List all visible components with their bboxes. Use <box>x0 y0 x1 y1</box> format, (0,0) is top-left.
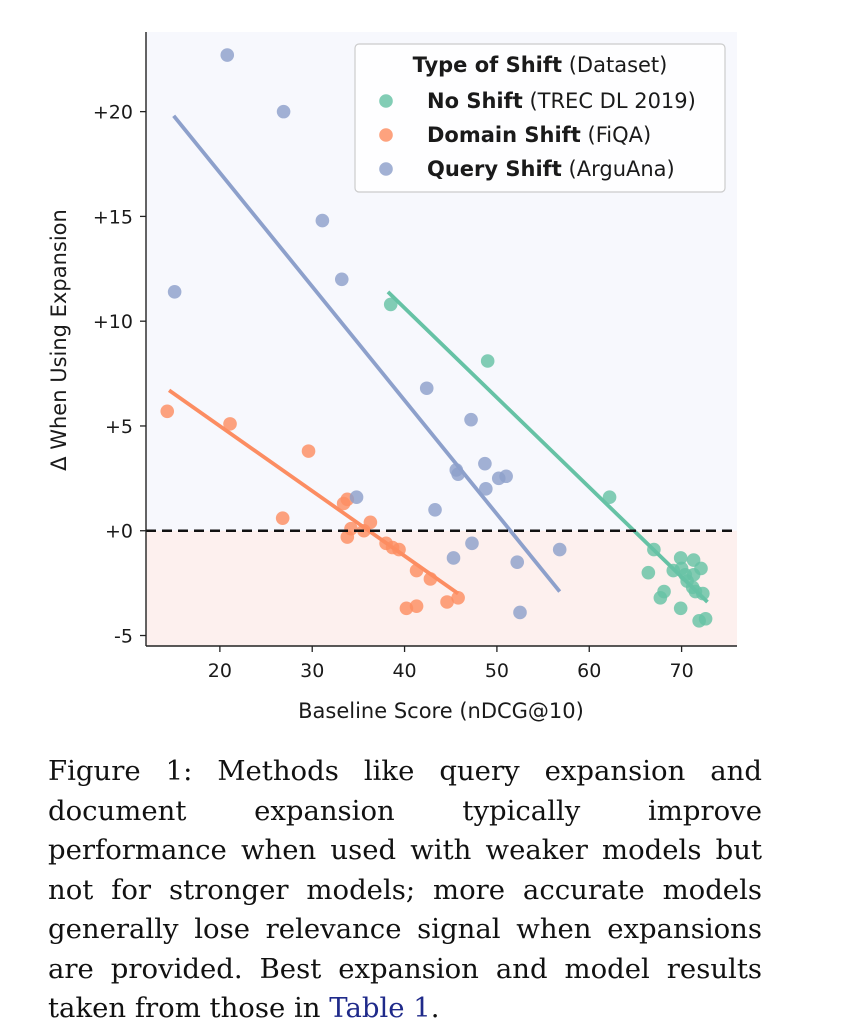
query-shift-point <box>465 536 479 551</box>
query-shift-point <box>220 48 235 62</box>
query-shift-point <box>510 555 525 569</box>
y-tick-label: -5 <box>114 626 133 648</box>
domain-shift-point <box>301 444 316 458</box>
no-shift-point <box>602 490 617 505</box>
x-tick-label: 40 <box>392 660 416 682</box>
query-shift-point <box>478 456 492 471</box>
legend-marker-no-shift <box>379 94 393 108</box>
domain-shift-point <box>409 599 424 613</box>
legend: Type of Shift (Dataset) No Shift (TREC D… <box>354 43 726 193</box>
domain-shift-point <box>451 591 465 605</box>
y-tick-label: +0 <box>105 521 133 543</box>
no-shift-point <box>698 611 713 626</box>
legend-marker-query-shift <box>379 162 393 176</box>
query-shift-point <box>451 467 465 481</box>
domain-shift-point <box>160 404 175 419</box>
legend-title-rest: (Dataset) <box>562 53 667 77</box>
y-axis-ticks: -5 +0 +5 +10 +15 +20 <box>93 102 146 648</box>
query-shift-point <box>513 605 527 620</box>
legend-label-query-shift: Query Shift (ArguAna) <box>427 157 675 181</box>
domain-shift-point <box>223 417 237 431</box>
domain-shift-point <box>363 515 378 530</box>
query-shift-point <box>552 542 567 557</box>
query-shift-point <box>479 482 493 496</box>
no-shift-point <box>480 354 495 368</box>
caption-end: . <box>430 992 440 1024</box>
query-shift-point <box>167 285 182 299</box>
query-shift-point <box>499 469 513 484</box>
x-tick-label: 70 <box>670 660 694 682</box>
x-tick-label: 20 <box>208 660 232 682</box>
table-1-link[interactable]: Table 1 <box>329 992 431 1024</box>
no-shift-point <box>653 591 668 605</box>
domain-shift-point <box>344 521 358 536</box>
y-tick-label: +5 <box>105 416 133 438</box>
legend-entries: No Shift (TREC DL 2019) Domain Shift (FiQ… <box>379 89 696 181</box>
legend-label-no-shift: No Shift (TREC DL 2019) <box>427 89 696 113</box>
domain-shift-point <box>399 601 414 616</box>
figure-caption: Figure 1: Methods like query expansion a… <box>48 752 762 1029</box>
plot-region-negative <box>146 530 737 646</box>
query-shift-point <box>464 412 478 427</box>
scatter-chart: 20 30 40 50 60 70 -5 +0 +5 +10 +15 +20 Baseline Sc… <box>47 32 737 723</box>
axes <box>145 32 737 647</box>
legend-title: Type of Shift (Dataset) <box>413 53 668 77</box>
legend-label-domain-shift: Domain Shift (FiQA) <box>427 123 651 147</box>
query-shift-point <box>419 381 434 396</box>
query-shift-trend-line <box>172 114 562 593</box>
data-points <box>160 48 713 628</box>
no-shift-point <box>383 297 398 312</box>
y-axis-label: Δ When Using Expansion <box>47 209 71 471</box>
y-tick-label: +20 <box>93 102 133 124</box>
legend-frame <box>354 43 726 193</box>
domain-shift-trend-line <box>167 388 460 596</box>
x-tick-label: 30 <box>300 660 324 682</box>
no-shift-point <box>673 551 688 565</box>
domain-shift-point <box>409 563 424 578</box>
query-shift-point <box>276 104 291 119</box>
x-axis-label: Baseline Score (nDCG@10) <box>298 699 584 723</box>
domain-shift-point <box>275 511 290 525</box>
domain-shift-point <box>392 542 406 557</box>
x-tick-label: 60 <box>577 660 601 682</box>
no-shift-point <box>641 565 656 580</box>
no-shift-point <box>673 601 688 616</box>
query-shift-point <box>315 213 330 228</box>
domain-shift-point <box>423 572 438 586</box>
x-axis-ticks: 20 30 40 50 60 70 <box>208 646 694 682</box>
y-tick-label: +15 <box>93 206 133 228</box>
legend-marker-domain-shift <box>379 128 393 142</box>
query-shift-point <box>446 551 461 565</box>
y-tick-label: +10 <box>93 311 133 333</box>
domain-shift-point <box>440 595 454 609</box>
caption-text: Figure 1: Methods like query expansion a… <box>48 755 762 1024</box>
no-shift-point <box>647 542 661 557</box>
no-shift-point <box>696 586 710 601</box>
query-shift-point <box>428 502 442 517</box>
no-shift-point <box>694 561 708 576</box>
legend-title-bold: Type of Shift <box>413 53 562 77</box>
x-tick-label: 50 <box>485 660 509 682</box>
query-shift-point <box>349 490 364 505</box>
query-shift-point <box>334 272 349 287</box>
